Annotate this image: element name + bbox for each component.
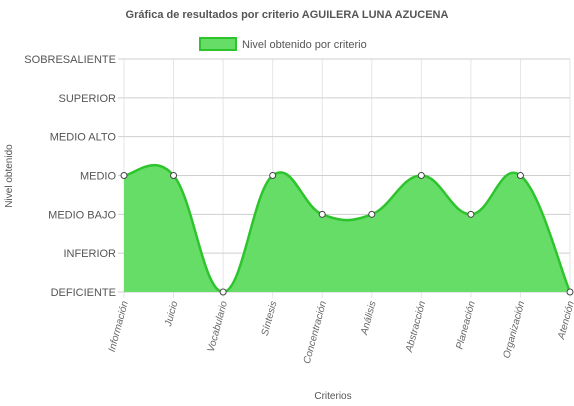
data-point-abstraccion[interactable]	[417, 172, 425, 179]
series-line	[123, 163, 572, 294]
y-tick-sobresaliente: SOBRESALIENTE	[24, 54, 116, 66]
data-point-atencion[interactable]	[566, 288, 574, 296]
data-point-sintesis[interactable]	[269, 172, 277, 179]
data-point-analisis[interactable]	[368, 210, 376, 218]
x-tick-sintesis: Síntesis	[260, 300, 280, 337]
data-point-organizacion[interactable]	[516, 172, 524, 179]
y-axis-title: Nivel obtenido	[4, 144, 15, 208]
legend-swatch	[199, 37, 237, 51]
y-axis-ticks: DEFICIENTE INFERIOR MEDIO BAJO MEDIO MEDIO A…	[24, 54, 116, 299]
x-tick-concentracion: Concentración	[302, 300, 329, 366]
x-tick-abstraccion: Abstracción	[404, 300, 429, 355]
chart-title: Gráfica de resultados por criterio AGUIL…	[126, 9, 449, 21]
data-point-concentracion[interactable]	[318, 210, 326, 218]
data-point-planeacion[interactable]	[467, 210, 475, 218]
data-point-vocabulario[interactable]	[219, 288, 227, 296]
x-axis-title: Criterios	[314, 391, 351, 402]
legend[interactable]: Nivel obtenido por criterio	[199, 37, 367, 51]
legend-label: Nivel obtenido por criterio	[242, 39, 367, 51]
y-tick-medio-alto: MEDIO ALTO	[50, 132, 117, 144]
series-area	[124, 165, 570, 292]
x-tick-atencion: Atención	[556, 300, 574, 342]
y-tick-medio-bajo: MEDIO BAJO	[48, 209, 116, 221]
y-tick-medio: MEDIO	[80, 171, 117, 183]
x-tick-informacion: Información	[107, 300, 131, 354]
x-tick-analisis: Análisis	[359, 300, 379, 337]
data-point-juicio[interactable]	[170, 172, 178, 179]
y-tick-deficiente: DEFICIENTE	[51, 287, 116, 299]
y-tick-superior: SUPERIOR	[59, 93, 117, 105]
x-axis-ticks: Información Juicio Vocabulario Síntesis Conc…	[107, 300, 574, 366]
x-tick-planeacion: Planeación	[454, 300, 478, 351]
x-tick-organizacion: Organización	[501, 300, 527, 360]
data-point-informacion[interactable]	[120, 172, 128, 179]
y-tick-inferior: INFERIOR	[63, 248, 116, 260]
plot-area	[120, 163, 574, 296]
x-tick-vocabulario: Vocabulario	[206, 300, 230, 354]
x-tick-juicio: Juicio	[163, 300, 181, 329]
